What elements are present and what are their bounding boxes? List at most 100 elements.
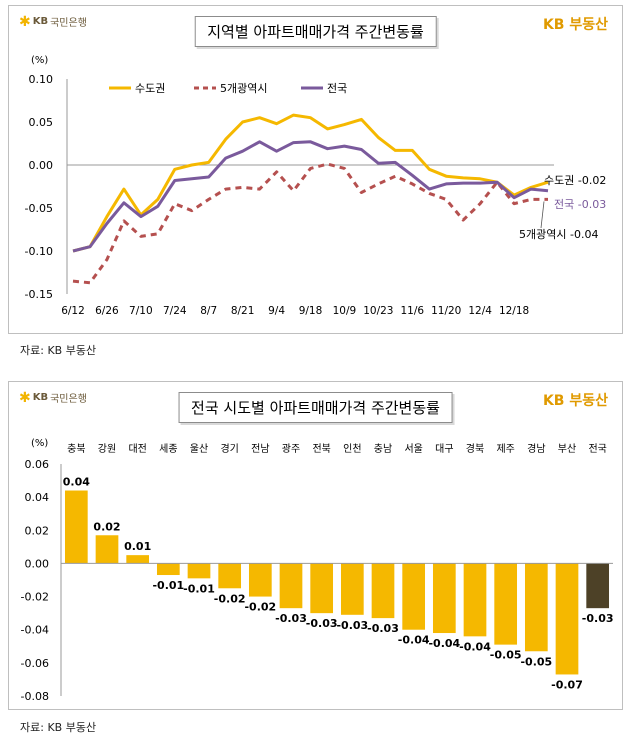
x-tick-label: 9/4 (268, 305, 285, 317)
kb-bank-logo: ✱ KB 국민은행 (19, 389, 87, 406)
y-tick-label: -0.08 (21, 690, 49, 703)
bar (187, 563, 211, 579)
legend-label: 수도권 (135, 82, 165, 95)
x-tick-label: 11/20 (431, 305, 461, 317)
legend-label: 전국 (327, 82, 347, 95)
kb-star-icon: ✱ (19, 389, 31, 406)
x-tick-label: 7/24 (163, 305, 187, 317)
logo-bank-text: 국민은행 (50, 18, 87, 29)
category-label: 전국 (588, 443, 606, 455)
bar (248, 563, 272, 597)
y-tick-label: -0.10 (25, 245, 53, 258)
data-label: -0.01 (183, 582, 215, 595)
end-label-name: 수도권 (544, 174, 578, 187)
bar (371, 563, 395, 619)
data-label: -0.01 (152, 579, 184, 592)
category-label: 인천 (343, 443, 361, 455)
regional-line-chart-panel: ✱ KB 국민은행 지역별 아파트매매가격 주간변동률 KB 부동산 (%) 0.… (8, 5, 623, 334)
x-tick-label: 7/10 (129, 305, 153, 317)
data-label: 0.01 (124, 540, 151, 553)
category-label: 울산 (190, 443, 208, 455)
bar (494, 563, 518, 645)
y-tick-label: 0.10 (29, 73, 54, 86)
y-tick-label: 0.00 (25, 557, 50, 570)
data-label: -0.05 (520, 655, 552, 668)
y-unit-label: (%) (31, 55, 48, 66)
category-label: 세종 (159, 443, 177, 455)
end-label: 5개광역시 -0.04 (519, 228, 598, 241)
y-tick-label: 0.00 (29, 159, 54, 172)
end-label: 전국 -0.03 (554, 198, 606, 211)
x-tick-label: 10/9 (333, 305, 357, 317)
bar (586, 563, 610, 609)
x-tick-label: 6/26 (95, 305, 119, 317)
category-label: 제주 (496, 443, 514, 455)
source-note: 자료: KB 부동산 (20, 344, 97, 357)
bar (156, 563, 180, 576)
y-tick-label: 0.05 (29, 116, 54, 129)
data-label: 0.04 (63, 476, 90, 489)
kb-realestate-brand: KB 부동산 (542, 393, 608, 409)
logo-kb-text: KB (32, 16, 49, 27)
bar-chart: (%) 0.06 0.04 0.02 0.00 -0.02 -0.04 -0.06 -0.08 충… (21, 438, 614, 703)
bar (555, 563, 579, 675)
x-tick-label: 8/7 (200, 305, 217, 317)
bar (340, 563, 364, 615)
source-note: 자료: KB 부동산 (20, 721, 97, 734)
kb-realestate-brand: KB 부동산 (542, 17, 608, 33)
logo-kb-text: KB (32, 392, 49, 403)
legend-label: 5개광역시 (220, 82, 267, 95)
chart-title: 지역별 아파트매매가격 주간변동률 (194, 16, 437, 47)
bar (64, 490, 88, 564)
province-bar-chart-panel: ✱ KB 국민은행 전국 시도별 아파트매매가격 주간변동률 KB 부동산 (%… (8, 381, 623, 710)
x-tick-label: 9/18 (299, 305, 323, 317)
x-tick-label: 10/23 (363, 305, 393, 317)
end-label-value: -0.02 (578, 174, 606, 187)
end-label-name: 5개광역시 (519, 228, 570, 241)
logo-bank-text: 국민은행 (50, 394, 87, 405)
series-line (72, 140, 549, 253)
x-tick-label: 12/18 (499, 305, 529, 317)
x-tick-label: 12/4 (468, 305, 492, 317)
data-label: -0.03 (367, 622, 399, 635)
y-tick-label: 0.02 (25, 524, 50, 537)
y-unit-label: (%) (31, 438, 48, 449)
category-label: 충북 (67, 443, 85, 455)
data-label: -0.03 (582, 612, 614, 625)
x-tick-label: 8/21 (231, 305, 255, 317)
data-label: -0.03 (336, 619, 368, 632)
bar (432, 563, 456, 634)
x-tick-label: 11/6 (400, 305, 424, 317)
category-label: 대구 (435, 443, 453, 455)
end-label: 수도권 -0.02 (544, 174, 606, 187)
category-label: 전남 (251, 443, 269, 455)
series-line (72, 162, 548, 285)
end-label-name: 전국 (554, 198, 578, 211)
category-label: 경기 (220, 442, 238, 455)
bar (126, 555, 150, 564)
end-label-value: -0.04 (570, 228, 598, 241)
bar (310, 563, 334, 614)
kb-bank-logo: ✱ KB 국민은행 (19, 13, 87, 30)
category-label: 경남 (527, 442, 545, 455)
data-label: -0.04 (398, 634, 430, 647)
bar (524, 563, 548, 652)
category-label: 강원 (98, 443, 116, 455)
bar (402, 563, 426, 630)
category-label: 전북 (312, 443, 330, 455)
bar (95, 535, 119, 564)
category-label: 경북 (466, 442, 484, 455)
end-label-value: -0.03 (578, 198, 606, 211)
bar (218, 563, 242, 589)
kb-star-icon: ✱ (19, 13, 31, 30)
series-line (72, 113, 549, 253)
data-label: -0.02 (244, 601, 276, 614)
bar (463, 563, 487, 637)
data-label: -0.07 (551, 678, 583, 691)
leader-line (540, 201, 545, 229)
data-label: -0.04 (428, 637, 460, 650)
y-tick-label: -0.05 (25, 202, 53, 215)
category-label: 서울 (404, 443, 422, 455)
category-label: 대전 (128, 443, 146, 455)
category-label: 부산 (558, 443, 576, 455)
